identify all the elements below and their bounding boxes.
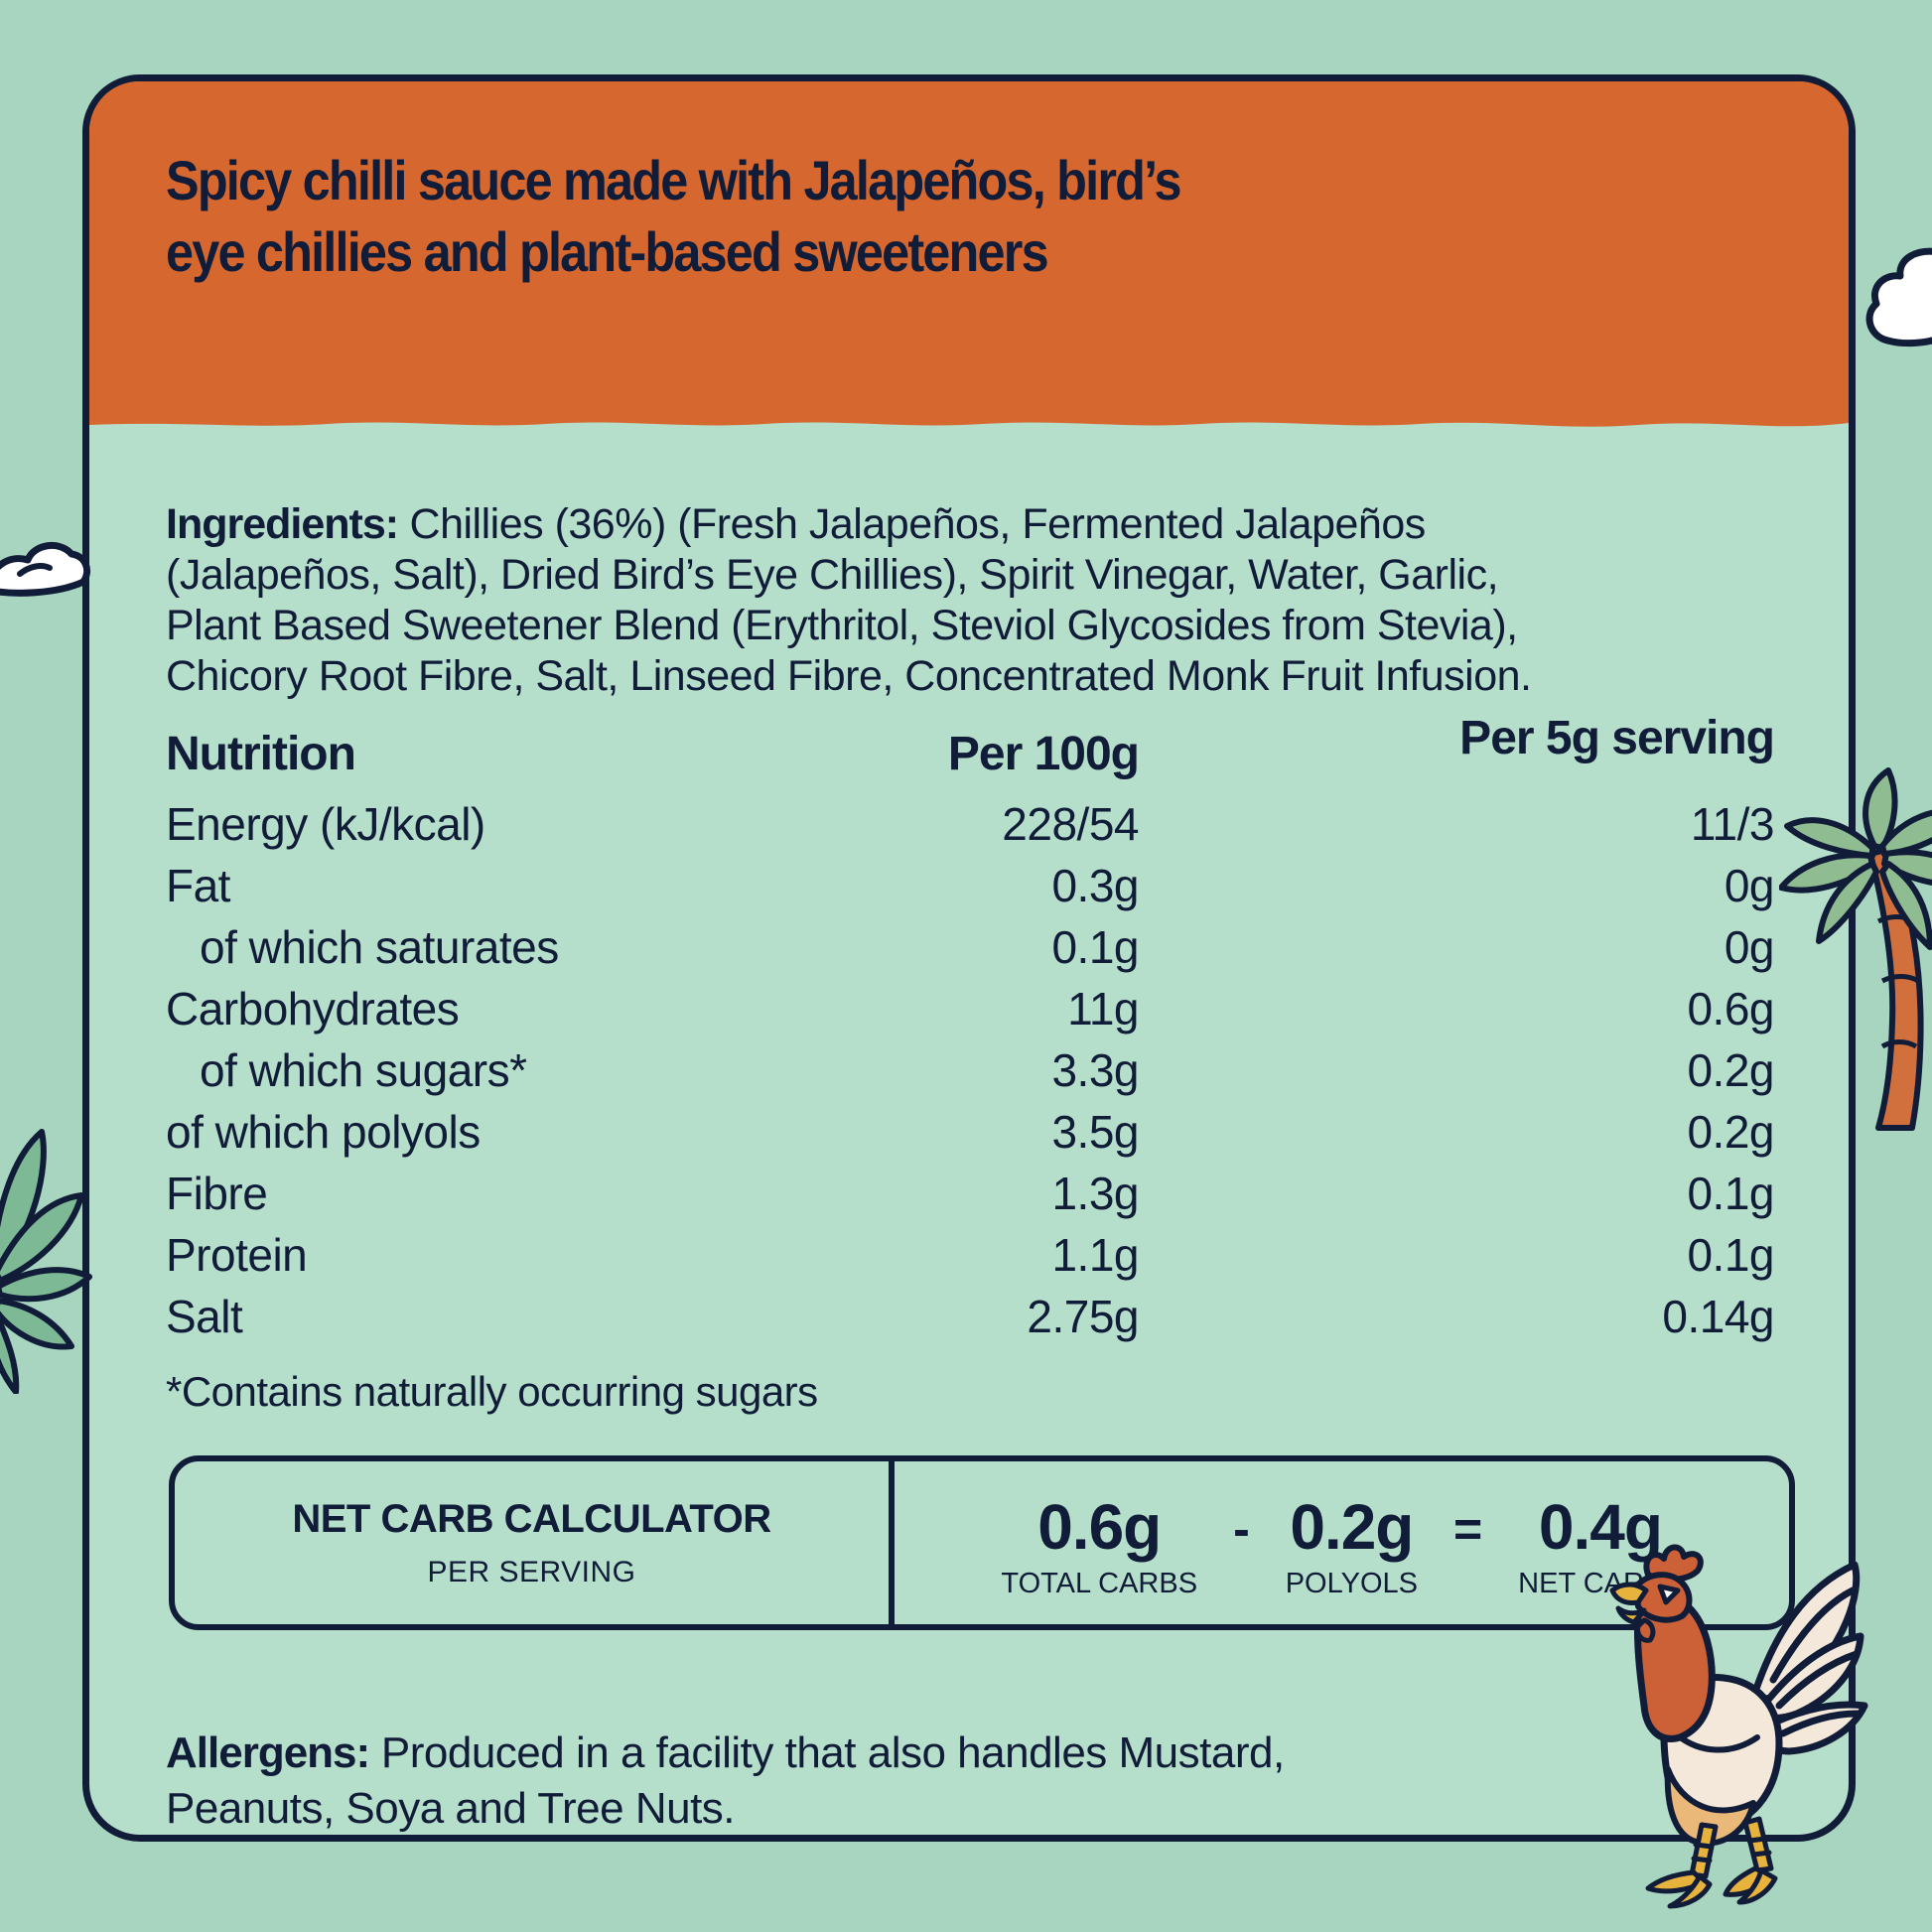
label-card: Spicy chilli sauce made with Jalapeños, … (82, 74, 1856, 1842)
column-header-per-serving: Per 5g serving (1459, 712, 1775, 764)
nutrition-table: Nutrition Per 100g Per 5g serving Energy… (166, 712, 1775, 1347)
table-row: of which polyols 3.5g 0.2g (166, 1101, 1775, 1163)
table-row: of which sugars* 3.3g 0.2g (166, 1039, 1775, 1101)
per-serving-value: 0.2g (1687, 1044, 1774, 1096)
per-100g-value: 1.3g (1051, 1168, 1139, 1219)
polyols-stat: 0.2g POLYOLS (1286, 1490, 1418, 1600)
minus-operator: - (1233, 1501, 1250, 1557)
cloud-right-icon (1865, 247, 1932, 347)
per-serving-value: 11/3 (1690, 798, 1775, 850)
per-100g-value: 2.75g (1027, 1291, 1139, 1342)
total-carbs-value: 0.6g (1037, 1490, 1162, 1563)
product-title-line1: Spicy chilli sauce made with Jalapeños, … (166, 149, 1182, 211)
per-100g-value: 228/54 (1002, 798, 1139, 850)
net-carbs-value: 0.4g (1538, 1490, 1663, 1563)
per-100g-value: 3.3g (1051, 1044, 1139, 1096)
nutrition-table-header: Nutrition Per 100g Per 5g serving (166, 712, 1775, 781)
nutrient-label: of which saturates (200, 921, 559, 973)
per-serving-value: 0.14g (1662, 1291, 1774, 1342)
total-carbs-stat: 0.6g TOTAL CARBS (1001, 1490, 1197, 1600)
allergens-paragraph: Allergens: Produced in a facility that a… (166, 1725, 1337, 1837)
table-row: Protein 1.1g 0.1g (166, 1224, 1775, 1286)
header-band-wave (89, 416, 1849, 427)
per-serving-value: 0.2g (1687, 1106, 1774, 1158)
nutrient-label: Carbohydrates (166, 983, 460, 1035)
total-carbs-label: TOTAL CARBS (1001, 1567, 1198, 1599)
table-row: of which saturates 0.1g 0g (166, 916, 1775, 978)
nutrient-label: Fibre (166, 1168, 268, 1219)
per-serving-value: 0g (1724, 921, 1775, 973)
net-carb-calculator: NET CARB CALCULATOR PER SERVING 0.6g TOT… (169, 1455, 1795, 1630)
nutrient-label: Fat (166, 860, 230, 911)
ingredients-paragraph: Ingredients: Chillies (36%) (Fresh Jalap… (166, 499, 1556, 702)
palm-tree-icon (1779, 767, 1932, 1131)
header-band-fill (89, 81, 1849, 417)
equals-operator: = (1452, 1501, 1483, 1557)
ingredients-label: Ingredients: (166, 500, 399, 548)
per-serving-value: 0.6g (1687, 983, 1774, 1035)
column-header-per-100g: Per 100g (947, 728, 1140, 780)
cloud-left-icon (0, 542, 90, 597)
polyols-label: POLYOLS (1285, 1567, 1418, 1599)
rooster-icon (1609, 1544, 1868, 1909)
nutrition-table-body: Energy (kJ/kcal) 228/54 11/3 Fat 0.3g 0g… (166, 793, 1775, 1347)
product-title: Spicy chilli sauce made with Jalapeños, … (166, 145, 1488, 288)
plant-leaves-icon (0, 1129, 92, 1394)
allergens-label: Allergens: (166, 1728, 370, 1777)
per-100g-value: 0.1g (1051, 921, 1139, 973)
sugars-footnote: *Contains naturally occurring sugars (166, 1368, 818, 1415)
table-row: Energy (kJ/kcal) 228/54 11/3 (166, 793, 1775, 855)
calculator-subtitle: PER SERVING (427, 1555, 636, 1588)
per-100g-value: 11g (1067, 983, 1139, 1035)
per-100g-value: 0.3g (1051, 860, 1139, 911)
per-100g-value: 1.1g (1051, 1229, 1139, 1281)
table-row: Carbohydrates 11g 0.6g (166, 978, 1775, 1039)
nutrient-label: Salt (166, 1291, 243, 1342)
table-row: Fibre 1.3g 0.1g (166, 1163, 1775, 1224)
table-row: Fat 0.3g 0g (166, 855, 1775, 916)
nutrient-label: Protein (166, 1229, 308, 1281)
nutrient-label: of which polyols (166, 1106, 481, 1158)
allergens-text: Produced in a facility that also handles… (166, 1728, 1285, 1833)
calculator-left-panel: NET CARB CALCULATOR PER SERVING (175, 1461, 895, 1624)
nutrient-label: Energy (kJ/kcal) (166, 798, 485, 850)
polyols-value: 0.2g (1290, 1490, 1414, 1563)
per-serving-value: 0.1g (1687, 1168, 1774, 1219)
product-title-line2: eye chillies and plant-based sweeteners (166, 220, 1049, 283)
per-serving-value: 0.1g (1687, 1229, 1774, 1281)
header-band (89, 81, 1849, 436)
per-serving-value: 0g (1724, 860, 1775, 911)
ingredients-text: Chillies (36%) (Fresh Jalapeños, Ferment… (166, 500, 1532, 700)
table-row: Salt 2.75g 0.14g (166, 1286, 1775, 1347)
nutrition-title: Nutrition (166, 728, 356, 780)
per-100g-value: 3.5g (1051, 1106, 1139, 1158)
calculator-title: NET CARB CALCULATOR (292, 1496, 771, 1541)
nutrient-label: of which sugars* (200, 1044, 527, 1096)
